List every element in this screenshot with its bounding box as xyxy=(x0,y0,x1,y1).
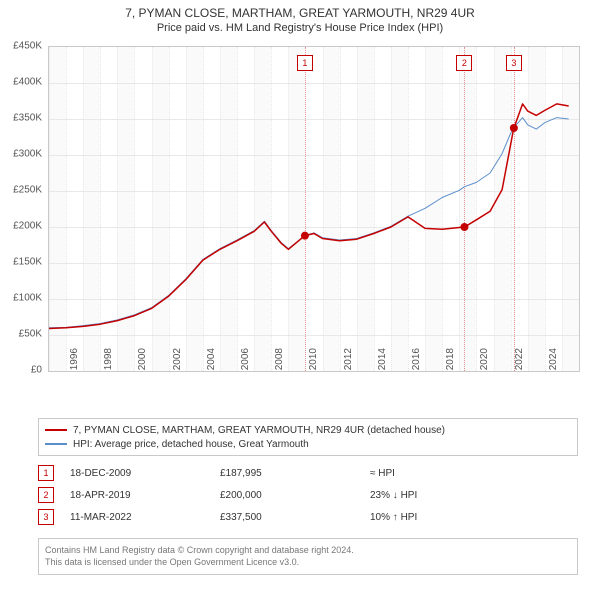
y-axis-label: £50K xyxy=(0,329,46,340)
y-axis-label: £100K xyxy=(0,293,46,304)
sale-vs-hpi: ≈ HPI xyxy=(370,468,520,479)
sale-point xyxy=(301,232,309,240)
sale-price: £187,995 xyxy=(220,468,370,479)
sale-date: 11-MAR-2022 xyxy=(70,512,220,523)
y-axis-label: £250K xyxy=(0,185,46,196)
sale-vs-hpi: 23% ↓ HPI xyxy=(370,490,520,501)
sale-vs-hpi: 10% ↑ HPI xyxy=(370,512,520,523)
y-axis-label: £0 xyxy=(0,365,46,376)
chart-svg xyxy=(49,47,579,371)
sale-row: 2 18-APR-2019£200,00023% ↓ HPI xyxy=(38,484,578,506)
sale-marker-badge: 2 xyxy=(456,55,472,71)
y-axis-label: £400K xyxy=(0,77,46,88)
sale-row: 1 18-DEC-2009£187,995≈ HPI xyxy=(38,462,578,484)
sale-badge: 3 xyxy=(38,509,54,525)
series-property xyxy=(49,104,569,329)
sale-row: 3 11-MAR-2022£337,50010% ↑ HPI xyxy=(38,506,578,528)
series-hpi xyxy=(49,118,569,328)
attribution: Contains HM Land Registry data © Crown c… xyxy=(38,538,578,575)
legend-item: HPI: Average price, detached house, Grea… xyxy=(45,437,571,451)
sale-date: 18-DEC-2009 xyxy=(70,468,220,479)
legend-label: 7, PYMAN CLOSE, MARTHAM, GREAT YARMOUTH,… xyxy=(73,425,445,436)
sale-point xyxy=(460,223,468,231)
sale-badge: 2 xyxy=(38,487,54,503)
sale-date: 18-APR-2019 xyxy=(70,490,220,501)
sale-badge: 1 xyxy=(38,465,54,481)
titles: 7, PYMAN CLOSE, MARTHAM, GREAT YARMOUTH,… xyxy=(0,0,600,34)
y-axis-label: £200K xyxy=(0,221,46,232)
chart-subtitle: Price paid vs. HM Land Registry's House … xyxy=(0,22,600,34)
attribution-line: Contains HM Land Registry data © Crown c… xyxy=(45,545,571,557)
legend-item: 7, PYMAN CLOSE, MARTHAM, GREAT YARMOUTH,… xyxy=(45,423,571,437)
attribution-line: This data is licensed under the Open Gov… xyxy=(45,557,571,569)
y-axis-label: £300K xyxy=(0,149,46,160)
sales-table: 1 18-DEC-2009£187,995≈ HPI 2 18-APR-2019£20… xyxy=(38,462,578,528)
sale-point xyxy=(510,124,518,132)
chart-container: 7, PYMAN CLOSE, MARTHAM, GREAT YARMOUTH,… xyxy=(0,0,600,590)
y-axis-label: £150K xyxy=(0,257,46,268)
legend-swatch xyxy=(45,429,67,431)
legend-label: HPI: Average price, detached house, Grea… xyxy=(73,439,309,450)
chart-title: 7, PYMAN CLOSE, MARTHAM, GREAT YARMOUTH,… xyxy=(0,6,600,20)
legend-swatch xyxy=(45,443,67,445)
sale-price: £337,500 xyxy=(220,512,370,523)
sale-marker-badge: 1 xyxy=(297,55,313,71)
sale-marker-badge: 3 xyxy=(506,55,522,71)
legend: 7, PYMAN CLOSE, MARTHAM, GREAT YARMOUTH,… xyxy=(38,418,578,456)
y-axis-label: £450K xyxy=(0,41,46,52)
y-axis-label: £350K xyxy=(0,113,46,124)
plot-area: 1 2 3 xyxy=(48,46,580,372)
sale-price: £200,000 xyxy=(220,490,370,501)
